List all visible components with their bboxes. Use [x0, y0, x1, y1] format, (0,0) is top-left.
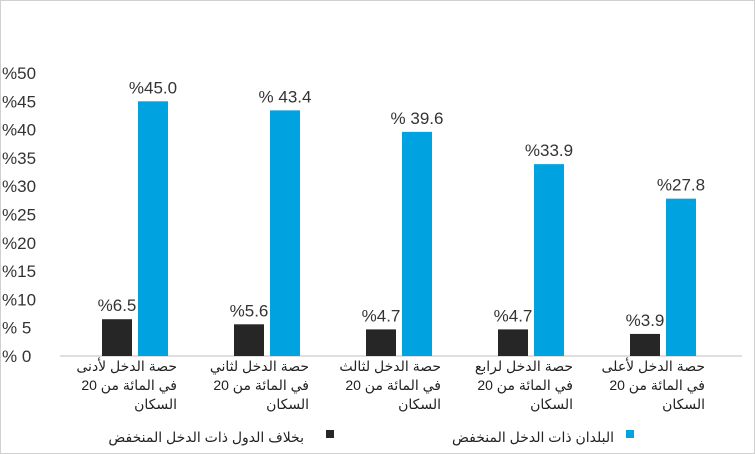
category-label: حصة الدخل لثاني — [210, 358, 309, 375]
y-tick-label: %25 — [2, 206, 36, 225]
y-tick-label: %30 — [2, 177, 36, 196]
category-labels: حصة الدخل لأدنى 20 في المائة من السكان حصة … — [76, 357, 705, 412]
y-tick-label: %15 — [2, 262, 36, 281]
y-tick-label: %40 — [2, 121, 36, 140]
category-label: السكان — [134, 396, 177, 412]
bar-non-low-income — [366, 329, 396, 356]
data-label: %6.5 — [98, 296, 137, 315]
bar-low-income — [666, 198, 696, 356]
legend-label: البلدان ذات الدخل المنخفض — [452, 429, 614, 446]
data-label: %33.9 — [525, 141, 573, 160]
value-labels: %6.5 %5.6 %4.7 %4.7 %3.9 %45.0 % 43.4 % 39.6 %33… — [98, 78, 705, 330]
data-label: %27.8 — [657, 176, 705, 195]
bar-low-income — [270, 110, 300, 356]
bar-low-income — [402, 131, 432, 356]
y-tick-label: %35 — [2, 149, 36, 168]
category-label: السكان — [662, 396, 705, 412]
bar-non-low-income — [498, 329, 528, 356]
category-label: حصة الدخل لرابع — [475, 358, 573, 375]
y-tick-label: % 0 — [2, 347, 31, 366]
bar-low-income — [138, 101, 168, 356]
category-label: السكان — [398, 396, 441, 412]
y-tick-label: %20 — [2, 234, 36, 253]
category-label: 20 في المائة من — [213, 377, 309, 394]
data-label: %3.9 — [626, 311, 665, 330]
category-label: السكان — [530, 396, 573, 412]
bar-non-low-income — [630, 333, 660, 356]
data-label: %4.7 — [362, 306, 401, 325]
category-label: 20 في المائة من — [345, 377, 441, 394]
legend-swatch — [326, 430, 334, 438]
category-label: حصة الدخل لثالث — [339, 358, 441, 374]
legend-swatch — [626, 430, 634, 438]
legend-label: بخلاف الدول ذات الدخل المنخفض — [108, 429, 304, 446]
legend: بخلاف الدول ذات الدخل المنخفض البلدان ذات… — [108, 429, 634, 446]
y-axis: % 0 % 5 %10 %15 %20 %25 %30 %35 %40 %45 %50 — [2, 64, 36, 366]
y-tick-label: %10 — [2, 290, 36, 309]
category-label: السكان — [266, 396, 309, 412]
data-label: %5.6 — [230, 301, 269, 320]
data-label: %4.7 — [494, 306, 533, 325]
y-tick-label: %45 — [2, 92, 36, 111]
data-label: % 39.6 — [391, 109, 444, 128]
bar-non-low-income — [102, 319, 132, 356]
category-label: حصة الدخل لأدنى — [76, 357, 177, 374]
bar-low-income — [534, 164, 564, 356]
category-label: 20 في المائة من — [81, 377, 177, 394]
category-label: 20 في المائة من — [477, 377, 573, 394]
category-label: 20 في المائة من — [609, 377, 705, 394]
y-tick-label: %50 — [2, 64, 36, 83]
bar-non-low-income — [234, 324, 264, 356]
category-label: حصة الدخل لأعلى — [602, 357, 705, 374]
data-label: % 43.4 — [259, 87, 312, 106]
y-tick-label: % 5 — [2, 319, 31, 338]
data-label: %45.0 — [129, 78, 177, 97]
bars — [102, 101, 696, 356]
